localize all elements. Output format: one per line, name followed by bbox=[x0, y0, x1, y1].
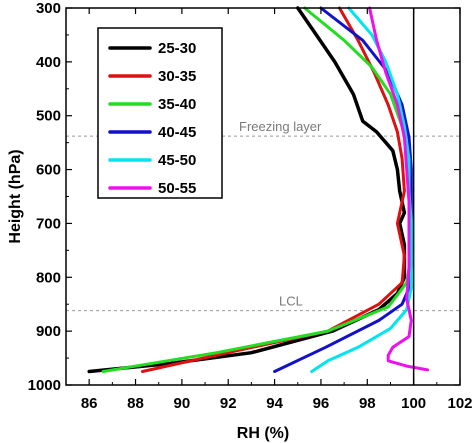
x-tick-label-88: 88 bbox=[127, 395, 144, 412]
series-line-45-50 bbox=[310, 6, 413, 373]
y-tick-label-900: 900 bbox=[36, 323, 61, 340]
x-tick-label-98: 98 bbox=[359, 395, 376, 412]
y-axis-label: Height (hPa) bbox=[7, 149, 24, 243]
reference-line-label-1: LCL bbox=[279, 294, 303, 309]
x-tick-label-102: 102 bbox=[447, 395, 472, 412]
series-line-50-55 bbox=[368, 6, 430, 372]
series-layer bbox=[87, 6, 430, 374]
x-tick-label-100: 100 bbox=[401, 395, 426, 412]
legend-box bbox=[97, 27, 223, 199]
y-tick-label-300: 300 bbox=[36, 0, 61, 17]
x-axis-label: RH (%) bbox=[237, 425, 289, 442]
y-tick-label-800: 800 bbox=[36, 269, 61, 286]
x-tick-label-86: 86 bbox=[81, 395, 98, 412]
y-tick-label-700: 700 bbox=[36, 215, 61, 232]
legend-label-45-50: 45-50 bbox=[158, 152, 196, 169]
legend-label-50-55: 50-55 bbox=[158, 180, 196, 197]
y-tick-label-600: 600 bbox=[36, 162, 61, 179]
x-tick-label-96: 96 bbox=[313, 395, 330, 412]
legend-label-25-30: 25-30 bbox=[158, 40, 196, 57]
y-tick-label-500: 500 bbox=[36, 108, 61, 125]
x-tick-label-92: 92 bbox=[220, 395, 237, 412]
y-tick-label-400: 400 bbox=[36, 54, 61, 71]
legend-label-30-35: 30-35 bbox=[158, 68, 196, 85]
x-tick-label-94: 94 bbox=[266, 395, 283, 412]
y-tick-label-1000: 1000 bbox=[28, 377, 61, 394]
legend: 25-30 30-35 35-40 40-45 45-50 50-55 bbox=[97, 27, 223, 199]
x-tick-label-90: 90 bbox=[174, 395, 191, 412]
legend-label-35-40: 35-40 bbox=[158, 96, 196, 113]
reference-line-label-0: Freezing layer bbox=[239, 119, 322, 134]
legend-label-40-45: 40-45 bbox=[158, 124, 196, 141]
axes: 86 88 90 92 94 96 98 100 102 300 400 500 600 700 800 90… bbox=[7, 0, 473, 442]
reference-lines: Freezing layer LCL bbox=[66, 119, 460, 312]
